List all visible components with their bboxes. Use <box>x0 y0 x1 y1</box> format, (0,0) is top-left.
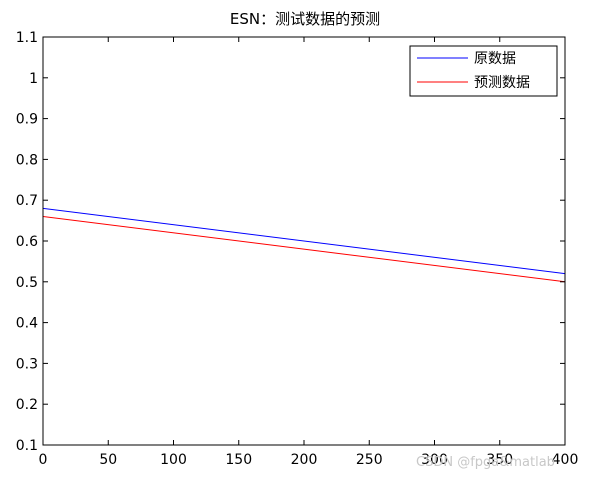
y-axis: 0.1 0.2 0.3 0.4 0.5 0.6 0.7 0.8 0.9 1 1.1 <box>16 30 565 454</box>
series-layer <box>43 207 565 283</box>
legend-label-predicted: 预测数据 <box>474 75 530 91</box>
y-tick-label: 0.8 <box>16 152 38 168</box>
watermark-text: CSDN @fpga&matlab <box>416 455 555 470</box>
x-tick-label: 250 <box>356 452 383 468</box>
y-tick-label: 1 <box>29 71 38 87</box>
x-tick-label: 150 <box>225 452 252 468</box>
x-axis: 0 50 100 150 200 250 300 350 400 <box>39 37 579 468</box>
y-tick-label: 1.1 <box>16 30 38 46</box>
series-line-1 <box>43 216 565 283</box>
legend-box <box>409 45 558 97</box>
chart-title: ESN：测试数据的预测 <box>230 10 380 28</box>
y-tick-label: 0.6 <box>16 234 38 250</box>
x-tick-label: 300 <box>421 452 448 468</box>
legend-label-original: 原数据 <box>474 51 516 67</box>
x-tick-label: 200 <box>291 452 318 468</box>
y-tick-label: 0.3 <box>16 356 38 372</box>
y-tick-label: 0.9 <box>16 112 38 128</box>
x-tick-label: 350 <box>486 452 513 468</box>
series-line-0 <box>43 207 565 275</box>
x-tick-label: 50 <box>99 452 117 468</box>
y-tick-label: 0.7 <box>16 193 38 209</box>
x-tick-label: 400 <box>552 452 579 468</box>
y-tick-label: 0.2 <box>16 397 38 413</box>
legend: 原数据 预测数据 <box>409 45 558 97</box>
x-tick-label: 100 <box>160 452 187 468</box>
x-tick-label: 0 <box>39 452 48 468</box>
y-tick-label: 0.5 <box>16 275 38 291</box>
y-tick-label: 0.1 <box>16 438 38 454</box>
plot-area <box>42 36 566 446</box>
y-tick-label: 0.4 <box>16 316 38 332</box>
